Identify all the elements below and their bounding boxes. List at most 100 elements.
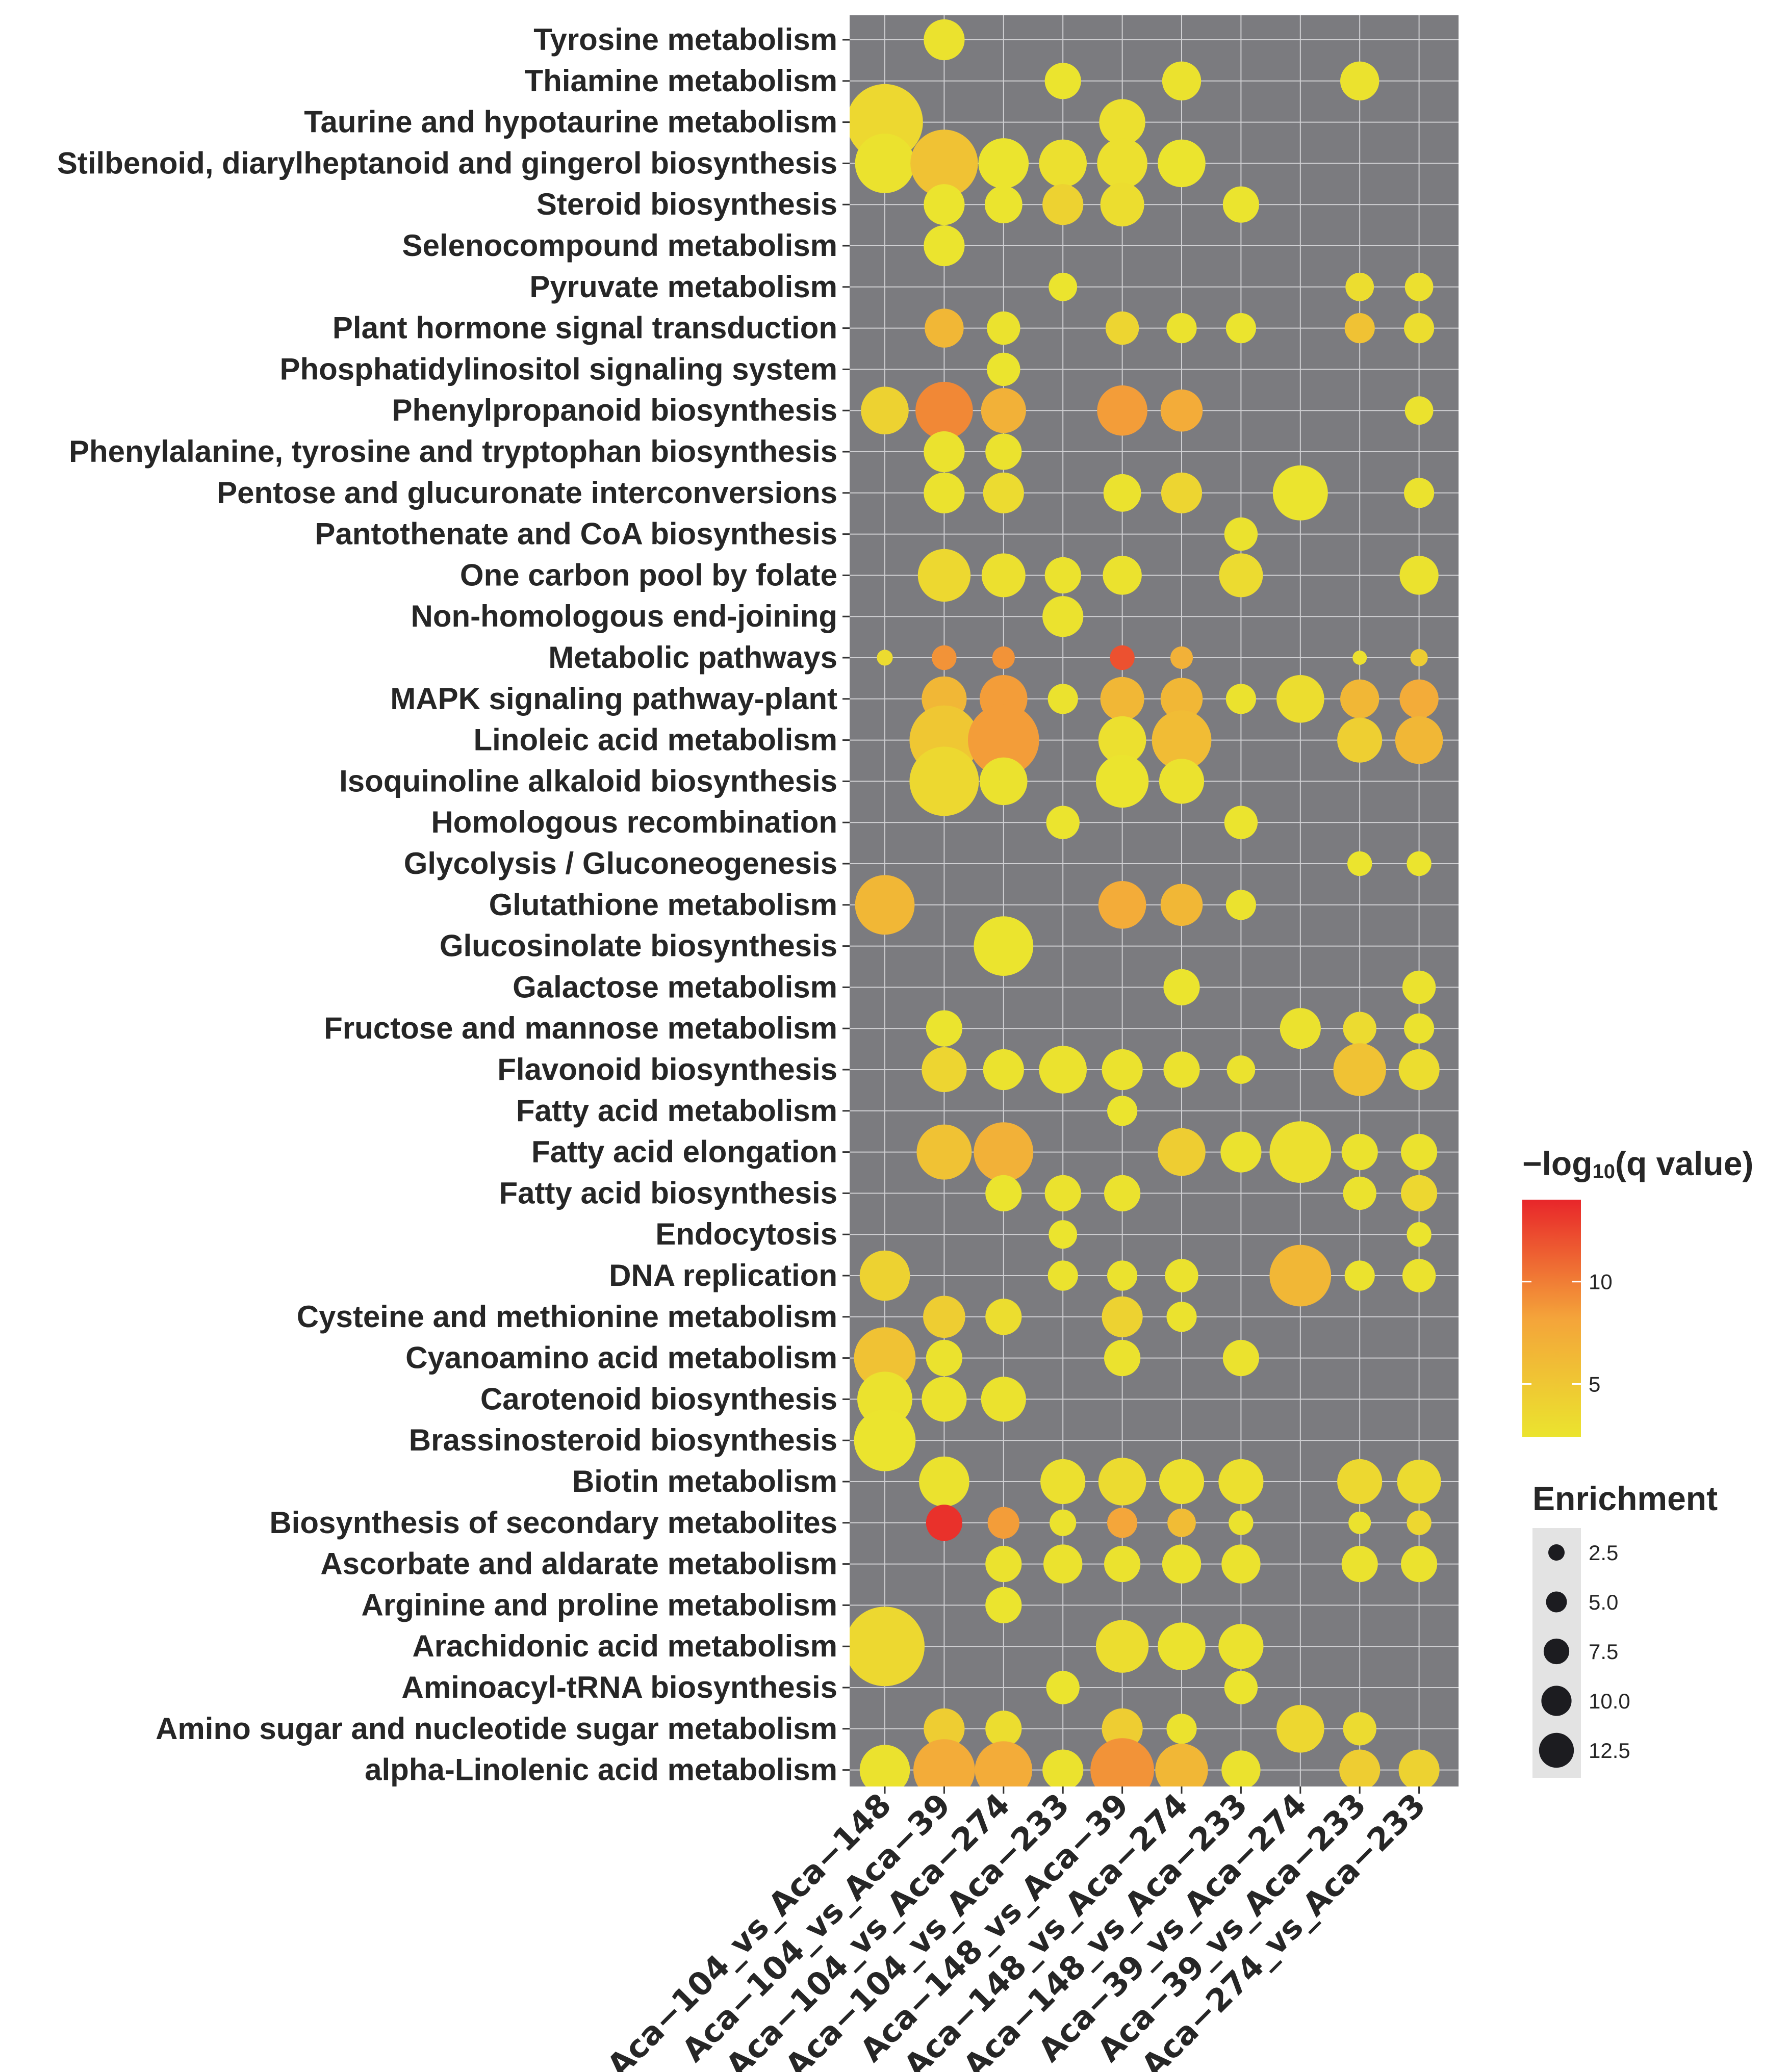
bubble-point [1276,675,1324,723]
bubble-point [1402,1259,1436,1292]
bubble-point [974,1122,1034,1182]
bubble-point [1407,851,1432,876]
bubble-point [1100,183,1144,227]
bubble-point [1343,1176,1376,1210]
bubble-point [922,1377,967,1422]
bubble-point [1352,651,1367,665]
bubble-point [1344,313,1375,344]
color-bar [1522,1200,1581,1437]
bubble-point [859,1745,910,1786]
bubble-point [1221,1544,1261,1584]
bubble-point [1167,1508,1196,1537]
bubble-point [1042,596,1084,637]
pathway-label: Glycolysis / Gluconeogenesis [404,846,837,880]
bubble-point [1224,517,1258,551]
pathway-label: Non-homologous end-joining [411,599,837,633]
bubble-point [1166,1714,1197,1744]
bubble-point [1276,1705,1324,1753]
bubble-point [981,1377,1026,1422]
bubble-point [1337,1459,1383,1505]
pathway-label: Pyruvate metabolism [529,270,837,304]
size-key-circle [1541,1686,1572,1716]
bubble-point [1152,710,1212,770]
pathway-label: Fatty acid metabolism [516,1094,837,1128]
bubble-point [1098,716,1146,764]
bubble-point [1410,649,1428,667]
pathway-label: Amino sugar and nucleotide sugar metabol… [156,1712,837,1746]
bubble-point [1166,313,1197,344]
bubble-point [1225,890,1256,920]
pathway-label: Biosynthesis of secondary metabolites [269,1506,837,1540]
bubble-point [1042,1749,1084,1786]
bubble-point [1170,646,1193,669]
size-legend: Enrichment 2.5 5.0 7.5 10.0 12.5 [1532,1480,1718,1778]
bubble-point [981,388,1026,433]
bubble-point [1107,1508,1138,1538]
bubble-point [984,186,1023,224]
bubble-point [1222,186,1259,223]
bubble-point [1158,1128,1206,1176]
bubble-point [1404,313,1435,344]
bubble-point [1221,1750,1261,1786]
bubble-point [924,19,965,61]
pathway-label: Plant hormone signal transduction [333,311,837,345]
bubble-point [850,1607,925,1687]
pathway-label: Stilbenoid, diarylheptanoid and gingerol… [57,146,837,180]
bubble-point [1340,679,1379,719]
pathway-label: Fatty acid elongation [531,1135,837,1169]
pathway-label: DNA replication [609,1258,837,1292]
pathway-label: Glucosinolate biosynthesis [440,929,837,963]
bubble-point [1339,1749,1381,1786]
size-legend-title: Enrichment [1532,1480,1718,1517]
bubble-point [922,1047,967,1093]
bubble-point [983,1049,1024,1091]
pathway-label: MAPK signaling pathway-plant [390,682,837,716]
pathway-label: Ascorbate and aldarate metabolism [320,1547,837,1581]
pathway-label: Glutathione metabolism [489,888,837,922]
bubble-point [1347,851,1372,876]
bubble-point [1104,1340,1141,1377]
bubble-point [1159,759,1205,804]
size-legend-keys: 2.5 5.0 7.5 10.0 12.5 [1539,1541,1630,1768]
bubble-point [926,1505,962,1541]
bubble-point [1225,313,1256,344]
size-key-circle [1539,1732,1574,1768]
bubble-point [1160,884,1203,926]
pathway-label: Linoleic acid metabolism [473,723,837,757]
bubble-point [1160,678,1203,720]
bubble-point [1226,1055,1256,1084]
bubble-point [1397,1460,1441,1504]
bubble-point [915,381,973,439]
pathway-label: One carbon pool by folate [460,558,837,592]
bubble-point [1404,396,1434,425]
bubble-point [985,1299,1022,1335]
bubble-point [1333,1043,1386,1096]
pathway-label: Aminoacyl-tRNA biosynthesis [401,1670,837,1704]
bubble-point [1220,1131,1262,1173]
bubble-point [1044,63,1081,99]
bubble-point [1044,1175,1081,1211]
bubble-point [1095,1620,1149,1673]
bubble-point [1039,1046,1087,1094]
bubble-point [1348,1511,1371,1534]
bubble-point [983,472,1024,513]
bubble-point [1280,1008,1321,1049]
color-tick-label: 10 [1589,1270,1613,1294]
pathway-label: Pentose and glucuronate interconversions [217,476,837,510]
bubble-point [975,1741,1033,1786]
bubble-point [924,431,965,473]
bubble-point [1097,385,1147,436]
bubble-point [917,549,971,602]
size-key-circle [1546,1591,1567,1613]
x-axis-ticks [884,1786,1420,1794]
bubble-point [1161,472,1203,513]
pathway-label: Phosphatidylinositol signaling system [279,352,837,386]
bubble-point [1104,1546,1141,1583]
bubble-point [855,875,915,935]
bubble-point [1102,1296,1143,1337]
bubble-point [1404,272,1434,301]
bubble-point [1166,1302,1197,1332]
bubble-point [1219,553,1263,598]
bubble-point [877,650,893,666]
bubble-point [919,1456,969,1507]
